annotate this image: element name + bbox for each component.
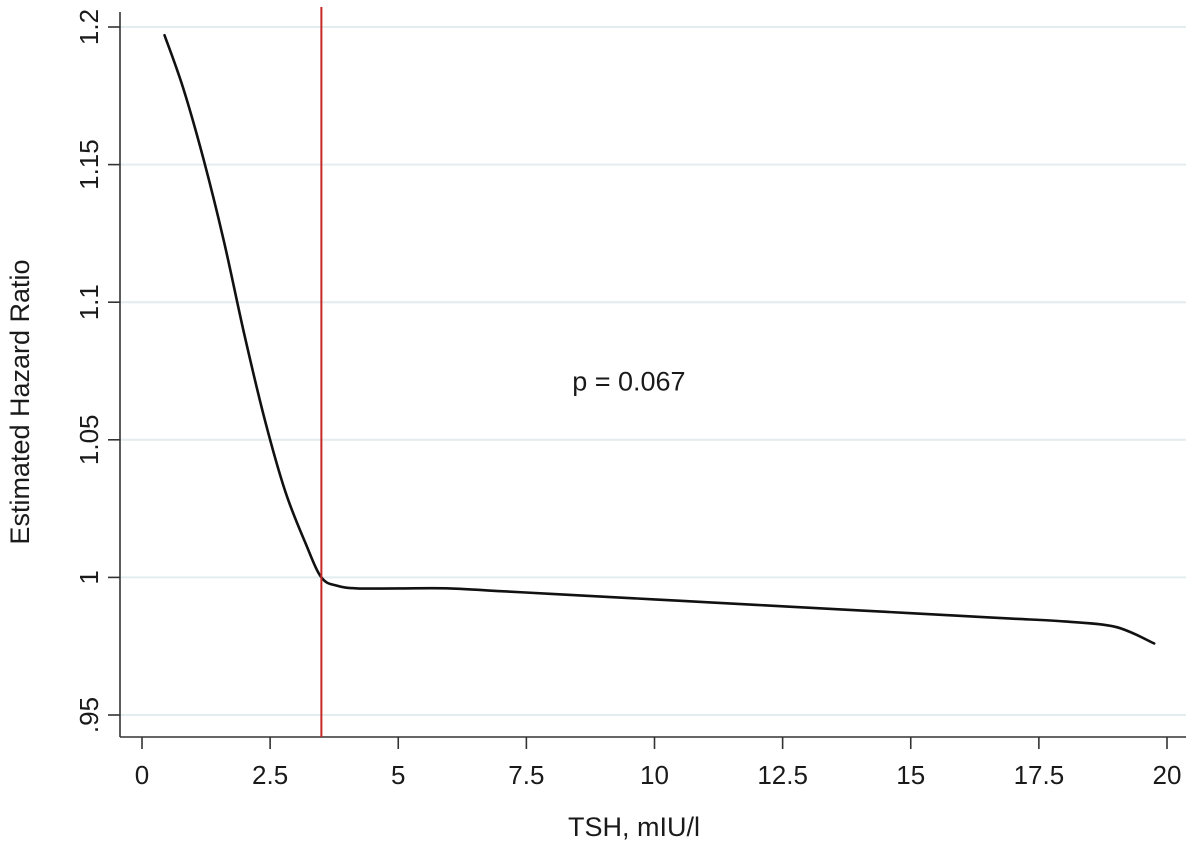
x-axis-title: TSH, mIU/l — [568, 812, 700, 842]
annotation-0: p = 0.067 — [572, 366, 685, 396]
x-tick-label-7: 17.5 — [1014, 760, 1065, 790]
y-tick-label-3: 1.1 — [74, 284, 104, 320]
y-tick-label-2: 1.05 — [74, 414, 104, 465]
x-tick-label-3: 7.5 — [508, 760, 544, 790]
series-line-0 — [163, 33, 1156, 645]
grid-lines — [120, 26, 1186, 716]
x-tick-label-1: 2.5 — [252, 760, 288, 790]
y-tick-label-0: .95 — [74, 697, 104, 733]
x-tick-label-2: 5 — [391, 760, 405, 790]
x-tick-label-8: 20 — [1153, 760, 1182, 790]
x-tick-label-4: 10 — [640, 760, 669, 790]
annotations-group: p = 0.067 — [572, 366, 685, 396]
series-group — [163, 33, 1156, 645]
x-tick-label-6: 15 — [896, 760, 925, 790]
y-tick-label-4: 1.15 — [74, 139, 104, 190]
y-axis-title: Estimated Hazard Ratio — [5, 259, 35, 544]
y-tick-label-5: 1.2 — [74, 9, 104, 45]
axes — [119, 12, 1186, 738]
y-tick-label-1: 1 — [74, 570, 104, 584]
x-tick-label-0: 0 — [135, 760, 149, 790]
x-axis-ticks: 0 2.5 5 7.5 10 12.5 15 17.5 20 — [135, 737, 1182, 790]
x-tick-label-5: 12.5 — [757, 760, 808, 790]
y-axis-ticks: .95 1 1.05 1.1 1.15 1.2 — [74, 9, 120, 733]
